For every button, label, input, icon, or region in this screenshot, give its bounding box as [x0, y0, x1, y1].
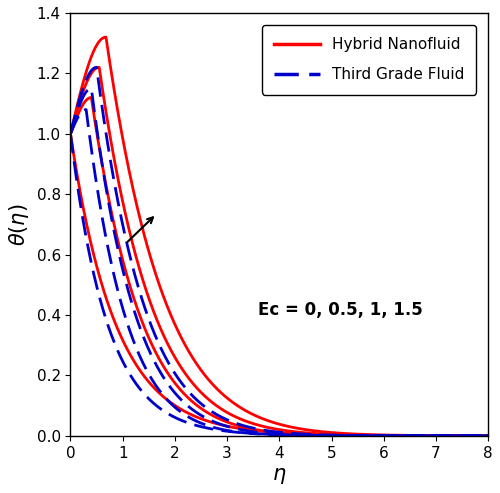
Text: Ec = 0, 0.5, 1, 1.5: Ec = 0, 0.5, 1, 1.5 — [258, 301, 423, 319]
Legend: Hybrid Nanofluid, Third Grade Fluid: Hybrid Nanofluid, Third Grade Fluid — [262, 25, 476, 95]
X-axis label: $\eta$: $\eta$ — [272, 466, 286, 486]
Y-axis label: $\theta(\eta)$: $\theta(\eta)$ — [7, 203, 31, 246]
